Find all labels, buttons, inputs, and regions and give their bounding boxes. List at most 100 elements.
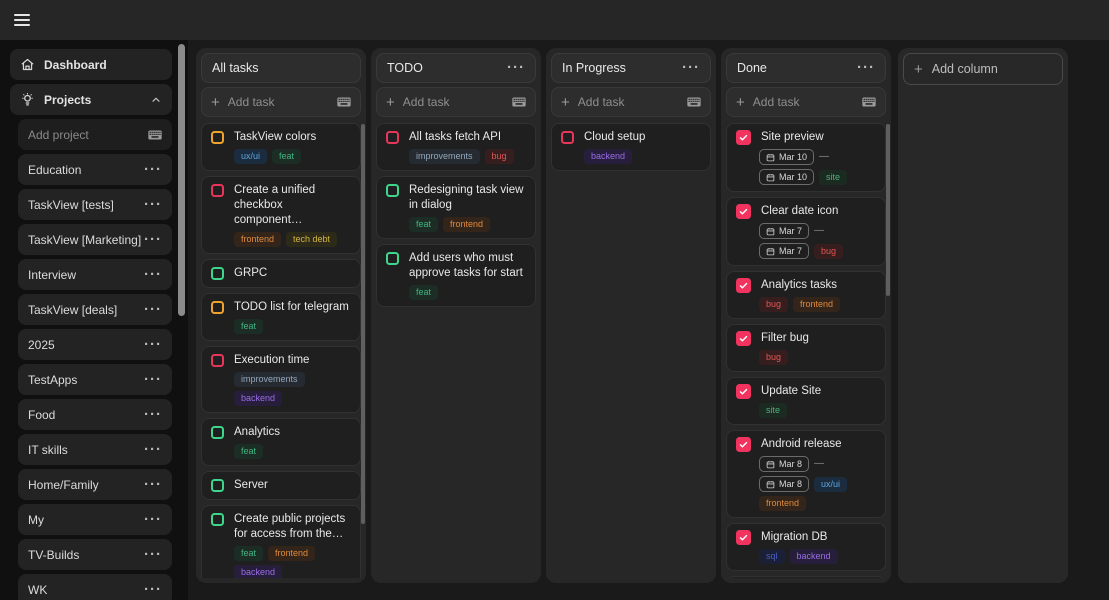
checkbox[interactable] xyxy=(211,267,224,280)
add-task-button[interactable]: + Add task xyxy=(726,87,886,117)
task-card[interactable]: Create a unified checkbox component… fron… xyxy=(201,176,361,254)
task-card[interactable]: Execution time improvements backend xyxy=(201,346,361,413)
task-card[interactable]: TaskView colors ux/ui feat xyxy=(201,123,361,171)
checkbox-checked[interactable] xyxy=(736,278,751,293)
column-menu-icon[interactable]: ··· xyxy=(507,59,525,76)
column-scrollbar-thumb[interactable] xyxy=(886,124,890,296)
sidebar-project-item[interactable]: TaskView [Marketing] ··· xyxy=(18,224,172,255)
keyboard-icon xyxy=(687,97,701,107)
add-column-button[interactable]: + Add column xyxy=(903,53,1063,85)
checkbox[interactable] xyxy=(386,131,399,144)
hamburger-menu-button[interactable] xyxy=(10,7,36,33)
sidebar-scrollbar-thumb[interactable] xyxy=(178,44,185,316)
project-menu-icon[interactable]: ··· xyxy=(144,405,162,423)
sidebar-project-item[interactable]: Food ··· xyxy=(18,399,172,430)
date-chip[interactable]: Mar 7 xyxy=(759,243,810,259)
checkbox[interactable] xyxy=(386,184,399,197)
project-menu-icon[interactable]: ··· xyxy=(144,300,162,318)
task-card[interactable]: Server xyxy=(201,471,361,500)
checkbox-checked[interactable] xyxy=(736,130,751,145)
checkbox-checked[interactable] xyxy=(736,331,751,346)
task-card[interactable]: Analytics feat xyxy=(201,418,361,466)
task-card[interactable]: Update Site site xyxy=(726,377,886,425)
checkbox[interactable] xyxy=(211,513,224,526)
checkbox[interactable] xyxy=(211,131,224,144)
project-menu-icon[interactable]: ··· xyxy=(144,335,162,353)
column-menu-icon[interactable]: ··· xyxy=(857,59,875,76)
checkbox-checked[interactable] xyxy=(736,384,751,399)
project-menu-icon[interactable]: ··· xyxy=(144,475,162,493)
date-chip[interactable]: Mar 8 xyxy=(759,456,810,472)
sidebar-project-item[interactable]: WK ··· xyxy=(18,574,172,600)
checkbox-checked[interactable] xyxy=(736,530,751,545)
checkbox[interactable] xyxy=(386,252,399,265)
task-card[interactable]: All tasks fetch API improvements bug xyxy=(376,123,536,171)
column-menu-icon[interactable]: ··· xyxy=(682,59,700,76)
sidebar-project-item[interactable]: TaskView [deals] ··· xyxy=(18,294,172,325)
project-menu-icon[interactable]: ··· xyxy=(144,580,162,598)
task-card[interactable]: Add users who must approve tasks for sta… xyxy=(376,244,536,307)
task-card[interactable]: Redesigning task view in dialog feat front… xyxy=(376,176,536,239)
task-card[interactable]: Site preview Mar 10 — Mar 10 site xyxy=(726,123,886,192)
sidebar-project-item[interactable]: TV-Builds ··· xyxy=(18,539,172,570)
task-card[interactable]: Android release Mar 8 — Mar 8 ux/ui frontend xyxy=(726,430,886,518)
date-chip[interactable]: Mar 10 xyxy=(759,169,815,185)
task-card[interactable]: GRPC xyxy=(201,259,361,288)
sidebar-project-item[interactable]: Education ··· xyxy=(18,154,172,185)
sidebar-project-item[interactable]: IT skills ··· xyxy=(18,434,172,465)
add-task-button[interactable]: + Add task xyxy=(551,87,711,117)
sidebar-item-dashboard[interactable]: Dashboard xyxy=(10,49,172,80)
task-card[interactable]: Cloud setup backend xyxy=(551,123,711,171)
project-menu-icon[interactable]: ··· xyxy=(144,440,162,458)
task-meta: Mar 8 — Mar 8 ux/ui frontend xyxy=(759,456,876,511)
project-label: TaskView [deals] xyxy=(28,302,118,317)
project-label: TaskView [Marketing] xyxy=(28,232,142,247)
date-chip[interactable]: Mar 10 xyxy=(759,149,815,165)
sidebar-project-item[interactable]: TaskView [tests] ··· xyxy=(18,189,172,220)
task-meta: backend xyxy=(584,149,701,164)
sidebar-scrollbar-track[interactable] xyxy=(176,40,188,600)
sidebar-project-item[interactable]: My ··· xyxy=(18,504,172,535)
project-menu-icon[interactable]: ··· xyxy=(144,195,162,213)
task-card[interactable]: Filter bug bug xyxy=(726,324,886,372)
task-title: Server xyxy=(234,479,268,491)
task-card[interactable]: TODO list for telegram feat xyxy=(201,293,361,341)
sidebar-project-item[interactable]: 2025 ··· xyxy=(18,329,172,360)
project-menu-icon[interactable]: ··· xyxy=(144,230,162,248)
tag-improvements: improvements xyxy=(409,149,480,164)
task-card[interactable]: Create public projects for access from t… xyxy=(201,505,361,578)
task-card-row: Android release xyxy=(736,437,876,452)
sidebar-project-item[interactable]: Interview ··· xyxy=(18,259,172,290)
add-task-button[interactable]: + Add task xyxy=(376,87,536,117)
project-menu-icon[interactable]: ··· xyxy=(144,160,162,178)
add-task-button[interactable]: + Add task xyxy=(201,87,361,117)
date-chip[interactable]: Mar 8 xyxy=(759,476,810,492)
project-menu-icon[interactable]: ··· xyxy=(144,265,162,283)
dashboard-label: Dashboard xyxy=(44,57,107,72)
sidebar-project-item[interactable]: TestApps ··· xyxy=(18,364,172,395)
sidebar-project-item[interactable]: Home/Family ··· xyxy=(18,469,172,500)
checkbox[interactable] xyxy=(211,479,224,492)
tag-frontend: frontend xyxy=(793,297,841,312)
project-menu-icon[interactable]: ··· xyxy=(144,545,162,563)
checkbox-checked[interactable] xyxy=(736,437,751,452)
column-scrollbar-thumb[interactable] xyxy=(361,124,365,524)
checkbox[interactable] xyxy=(211,426,224,439)
checkbox[interactable] xyxy=(211,301,224,314)
add-project-input[interactable]: Add project xyxy=(18,119,172,150)
project-menu-icon[interactable]: ··· xyxy=(144,510,162,528)
checkbox[interactable] xyxy=(561,131,574,144)
task-card[interactable]: Update orderssqlbackend xyxy=(726,576,886,578)
task-title: Add users who must approve tasks for sta… xyxy=(409,252,523,279)
task-card[interactable]: Analytics tasks bug frontend xyxy=(726,271,886,319)
date-chip[interactable]: Mar 7 xyxy=(759,223,810,239)
sidebar-item-projects[interactable]: Projects xyxy=(10,84,172,115)
task-card[interactable]: Migration DB sql backend xyxy=(726,523,886,571)
task-card[interactable]: Clear date icon Mar 7 — Mar 7 bug xyxy=(726,197,886,266)
task-card-row: Analytics xyxy=(211,425,351,440)
checkbox-checked[interactable] xyxy=(736,204,751,219)
checkbox[interactable] xyxy=(211,184,224,197)
chevron-up-icon[interactable] xyxy=(150,94,162,106)
project-menu-icon[interactable]: ··· xyxy=(144,370,162,388)
checkbox[interactable] xyxy=(211,354,224,367)
